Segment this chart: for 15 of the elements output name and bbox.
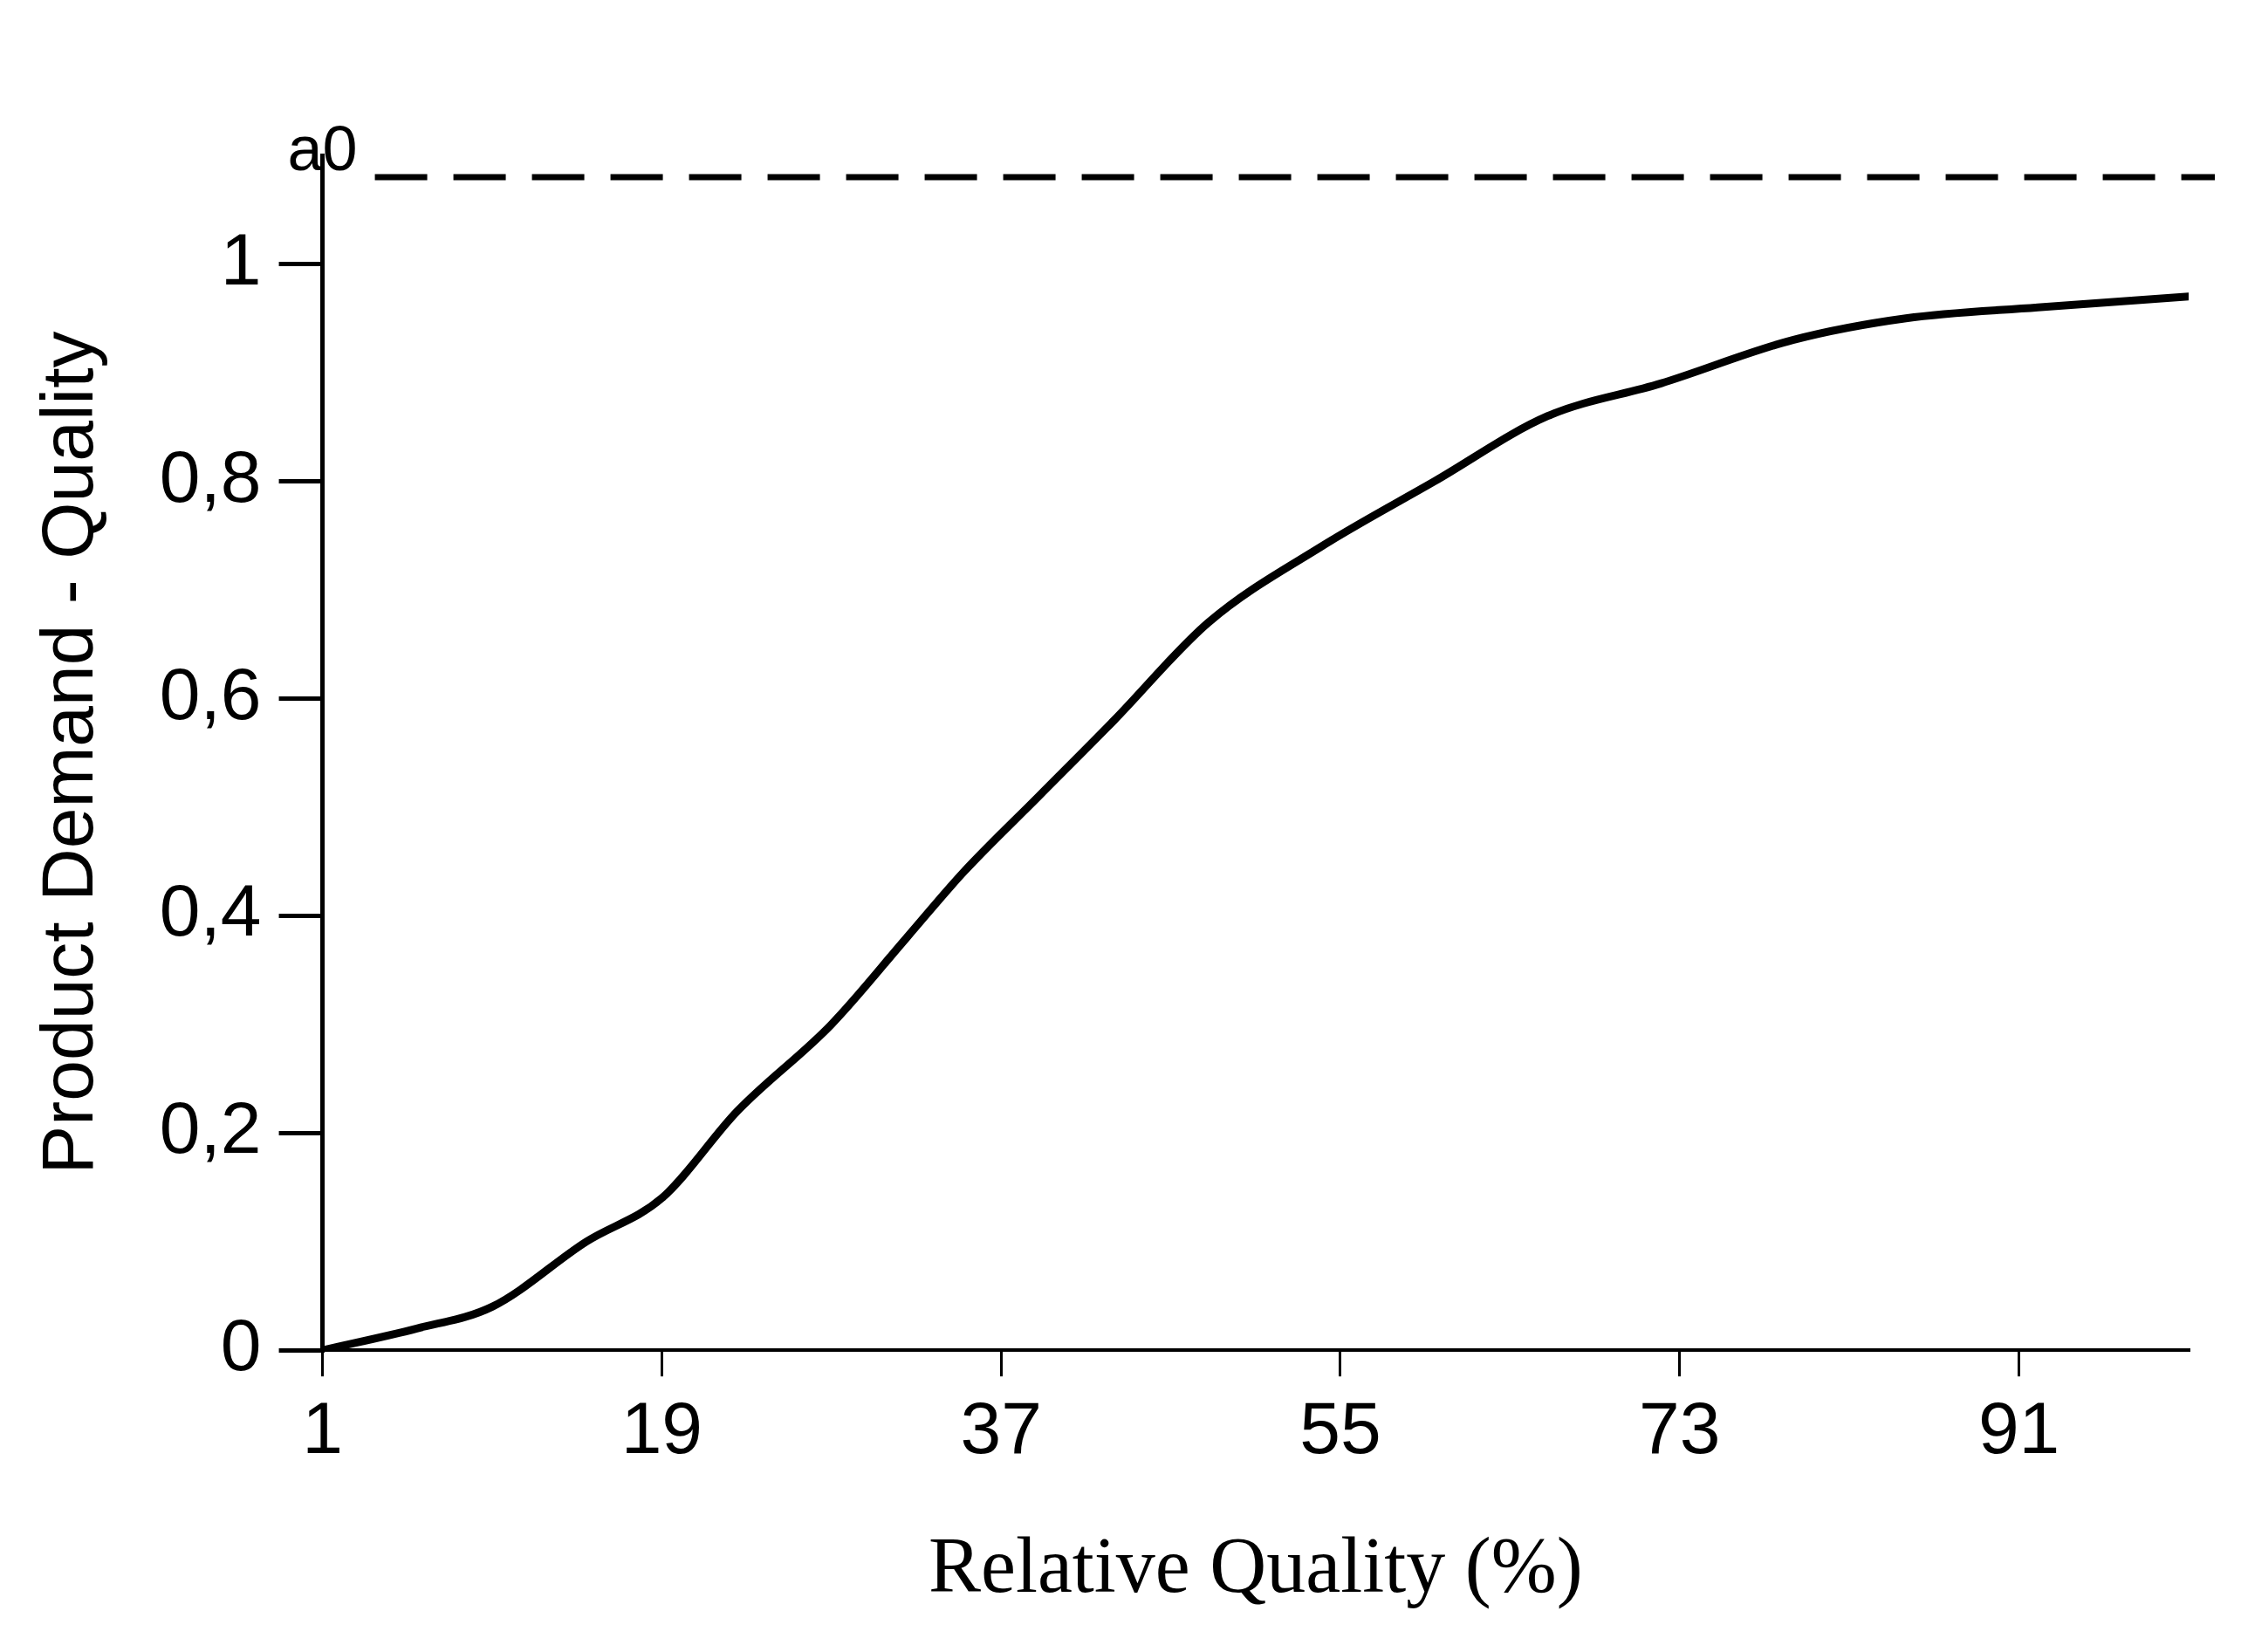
y-tick-label: 1: [220, 217, 262, 300]
y-tick-label: 0,2: [159, 1086, 262, 1169]
ref-line-label: a0: [287, 113, 358, 183]
y-tick-label: 0,6: [159, 652, 262, 735]
y-tick-label: 0: [220, 1304, 262, 1387]
y-tick-label: 0,4: [159, 869, 262, 952]
x-tick-label: 37: [960, 1386, 1042, 1469]
y-tick-label: 0,8: [159, 435, 262, 518]
x-tick-label: 73: [1639, 1386, 1721, 1469]
x-tick-label: 91: [1977, 1386, 2060, 1469]
x-tick-label: 55: [1299, 1386, 1381, 1469]
y-axis-title: Product Demand - Quality: [25, 331, 108, 1175]
x-tick-label: 1: [302, 1386, 343, 1469]
x-axis-title: Relative Quality (%): [928, 1521, 1583, 1609]
x-tick-label: 19: [620, 1386, 703, 1469]
